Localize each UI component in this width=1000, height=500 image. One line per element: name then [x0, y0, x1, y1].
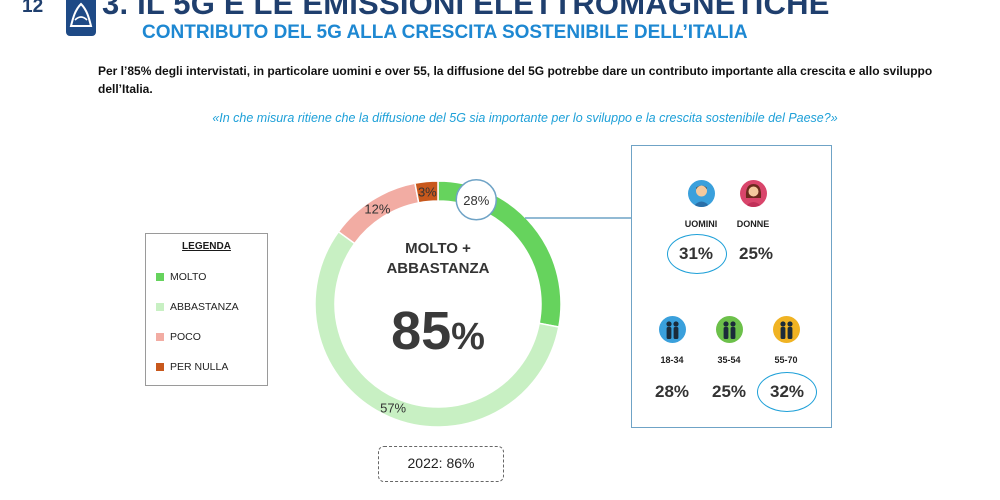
legend-label-abbastanza: ABBASTANZA — [170, 301, 239, 313]
legend-title: LEGENDA — [182, 241, 231, 252]
age-value-55-70: 32% — [769, 382, 805, 401]
breakdown-panel: UOMINI DONNE 31% 25% 18-34 35-54 55-70 2… — [631, 145, 832, 428]
intro-text: Per l’85% degli intervistati, in partico… — [98, 64, 933, 96]
highlight-ring-55-70 — [757, 372, 817, 412]
page-number: 12 — [22, 0, 44, 17]
brand-logo — [66, 0, 96, 36]
legend-item-molto: MOLTO — [156, 271, 206, 283]
donut-center-unit: % — [451, 316, 485, 358]
legend-swatch-poco — [156, 333, 164, 341]
senior-couple-icon — [773, 316, 800, 343]
donut-segment-per-nulla — [414, 180, 439, 204]
highlight-ring-uomini — [667, 234, 727, 274]
page-title: 3. IL 5G E LE EMISSIONI ELETTROMAGNETICH… — [102, 0, 830, 21]
highlight-bubble-molto — [455, 179, 498, 221]
woman-icon — [740, 180, 767, 207]
gender-label-donne: DONNE — [736, 219, 770, 229]
age-label-35-54: 35-54 — [717, 355, 741, 365]
data-label-molto: 28% — [463, 193, 489, 208]
gender-label-uomini: UOMINI — [684, 219, 718, 229]
donut-center-value: 85% — [362, 300, 514, 362]
chart-legend: LEGENDA MOLTO ABBASTANZA POCO PER NULLA — [145, 233, 268, 386]
man-icon — [688, 180, 715, 207]
page-subtitle: CONTRIBUTO DEL 5G ALLA CRESCITA SOSTENIB… — [142, 22, 748, 43]
data-label-abbastanza: 57% — [380, 401, 406, 416]
age-label-55-70: 55-70 — [774, 355, 798, 365]
gender-value-donne: 25% — [738, 244, 774, 263]
antenna-logo-icon — [69, 2, 93, 27]
legend-item-per-nulla: PER NULLA — [156, 361, 228, 373]
donut-center-label: MOLTO + ABBASTANZA — [362, 239, 514, 279]
previous-year-box: 2022: 86% — [378, 446, 504, 482]
legend-label-poco: POCO — [170, 331, 201, 343]
data-label-poco: 12% — [364, 202, 390, 217]
age-value-35-54: 25% — [711, 382, 747, 401]
adult-couple-icon — [716, 316, 743, 343]
legend-item-abbastanza: ABBASTANZA — [156, 301, 239, 313]
donut-center-number: 85 — [391, 301, 452, 361]
legend-swatch-abbastanza — [156, 303, 164, 311]
legend-label-molto: MOLTO — [170, 271, 207, 283]
gender-value-uomini: 31% — [678, 244, 714, 263]
age-value-18-34: 28% — [654, 382, 690, 401]
donut-center-label-line-1: MOLTO + — [405, 240, 471, 257]
legend-swatch-molto — [156, 273, 164, 281]
young-couple-icon — [659, 316, 686, 343]
donut-center-label-line-2: ABBASTANZA — [386, 260, 490, 277]
age-label-18-34: 18-34 — [660, 355, 684, 365]
legend-label-per-nulla: PER NULLA — [170, 361, 229, 373]
legend-item-poco: POCO — [156, 331, 201, 343]
data-label-per-nulla: 3% — [418, 185, 437, 200]
legend-swatch-per-nulla — [156, 363, 164, 371]
survey-question: «In che misura ritiene che la diffusione… — [212, 111, 838, 125]
